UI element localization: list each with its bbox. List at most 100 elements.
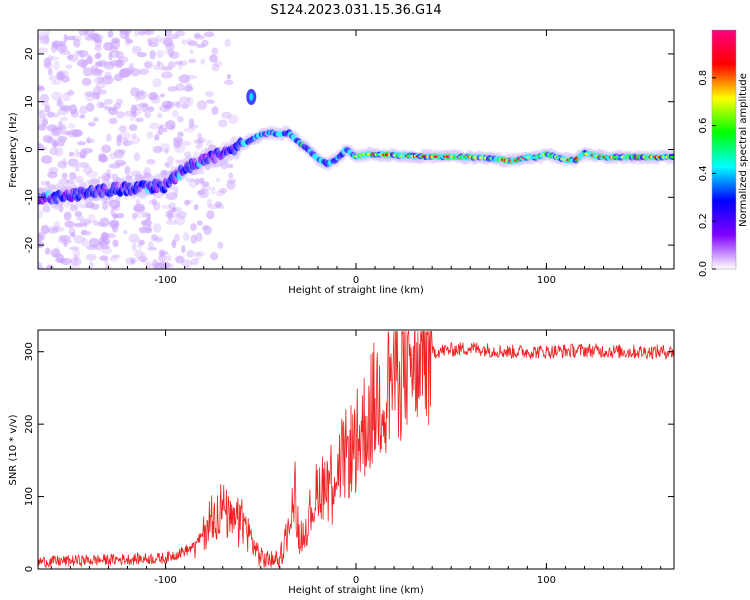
noise-speck — [73, 254, 79, 263]
noise-speck — [94, 61, 103, 67]
noise-speck — [102, 200, 109, 211]
noise-speck — [138, 102, 149, 108]
noise-speck — [109, 152, 117, 160]
noise-speck — [59, 49, 71, 55]
noise-speck — [151, 198, 157, 206]
noise-speck — [70, 35, 83, 42]
noise-speck — [89, 177, 101, 185]
noise-speck — [137, 238, 143, 249]
noise-speck — [116, 136, 122, 147]
noise-speck — [70, 257, 82, 266]
noise-speck — [85, 253, 97, 261]
noise-speck — [160, 93, 165, 98]
noise-speck — [105, 133, 112, 143]
noise-speck — [227, 178, 237, 184]
noise-speck — [100, 244, 110, 250]
noise-speck — [62, 239, 72, 244]
noise-speck — [59, 40, 67, 47]
noise-speck — [93, 220, 99, 226]
noise-speck — [166, 254, 172, 262]
noise-speck — [135, 211, 148, 218]
noise-speck — [174, 215, 186, 226]
noise-speck — [52, 112, 60, 118]
colorbar-tick-label: 0.8 — [698, 70, 709, 86]
noise-speck — [113, 73, 123, 82]
noise-speck — [184, 265, 190, 269]
colorbar-gradient — [712, 30, 736, 269]
noise-speck — [155, 236, 163, 243]
noise-speck — [39, 109, 47, 119]
noise-speck — [164, 120, 176, 130]
noise-speck — [172, 185, 179, 196]
noise-speck — [164, 30, 172, 37]
noise-speck — [153, 201, 161, 211]
noise-speck — [161, 204, 172, 209]
noise-speck — [57, 97, 63, 108]
noise-speck — [111, 37, 120, 44]
noise-speck — [167, 211, 173, 222]
noise-speck — [148, 41, 159, 48]
noise-speck — [50, 80, 61, 85]
noise-speck — [215, 190, 226, 197]
noise-speck — [82, 165, 93, 175]
noise-speck — [173, 144, 186, 154]
noise-speck — [70, 263, 80, 269]
figure-title: S124.2023.031.15.36.G14 — [270, 3, 441, 18]
noise-speck — [43, 57, 51, 68]
noise-speck — [224, 38, 231, 48]
noise-speck — [152, 145, 163, 154]
noise-speck — [130, 87, 140, 97]
noise-speck — [115, 213, 125, 219]
noise-speck — [61, 172, 68, 180]
noise-speck — [56, 253, 64, 263]
noise-speck — [85, 56, 94, 65]
noise-speck — [173, 141, 182, 149]
noise-speck — [79, 154, 86, 159]
ridge-cell — [123, 188, 130, 197]
noise-speck — [198, 167, 206, 175]
noise-speck — [108, 199, 121, 209]
noise-speck — [59, 116, 69, 122]
noise-speck — [112, 239, 119, 248]
noise-speck — [40, 93, 50, 103]
noise-speck — [48, 184, 57, 190]
snr-xtick-label: 0 — [353, 575, 359, 586]
noise-speck — [123, 229, 128, 235]
noise-speck — [210, 252, 219, 261]
noise-speck — [189, 118, 195, 128]
noise-speck — [62, 157, 67, 167]
noise-speck — [216, 204, 225, 210]
noise-speck — [187, 124, 199, 129]
noise-speck — [59, 234, 72, 242]
noise-speck — [101, 75, 114, 85]
noise-speck — [140, 219, 153, 226]
noise-speck — [97, 154, 108, 163]
noise-speck — [171, 207, 177, 213]
noise-speck — [73, 222, 85, 228]
noise-speck — [60, 104, 72, 111]
noise-speck — [147, 106, 155, 112]
noise-speck — [188, 178, 199, 188]
noise-speck — [98, 236, 104, 247]
noise-speck — [40, 224, 50, 235]
colorbar: 0.0 0.2 0.4 0.6 0.8 Normalized spectral ampl… — [698, 29, 749, 277]
noise-speck — [92, 86, 102, 96]
noise-speck — [165, 210, 174, 219]
noise-speck — [66, 54, 74, 60]
noise-speck — [103, 41, 114, 51]
noise-speck — [63, 211, 72, 221]
noise-speck — [165, 219, 177, 226]
noise-speck — [71, 129, 83, 137]
noise-speck — [57, 235, 68, 244]
noise-speck — [141, 259, 147, 264]
noise-speck — [58, 138, 66, 147]
noise-speck — [67, 129, 79, 138]
noise-speck — [128, 124, 138, 132]
snr-ylabel: SNR (10 * v/v) — [8, 414, 19, 485]
noise-speck — [135, 89, 147, 100]
noise-speck — [144, 111, 152, 119]
noise-speck — [198, 188, 209, 199]
noise-speck — [86, 136, 91, 144]
noise-speck — [45, 264, 55, 269]
